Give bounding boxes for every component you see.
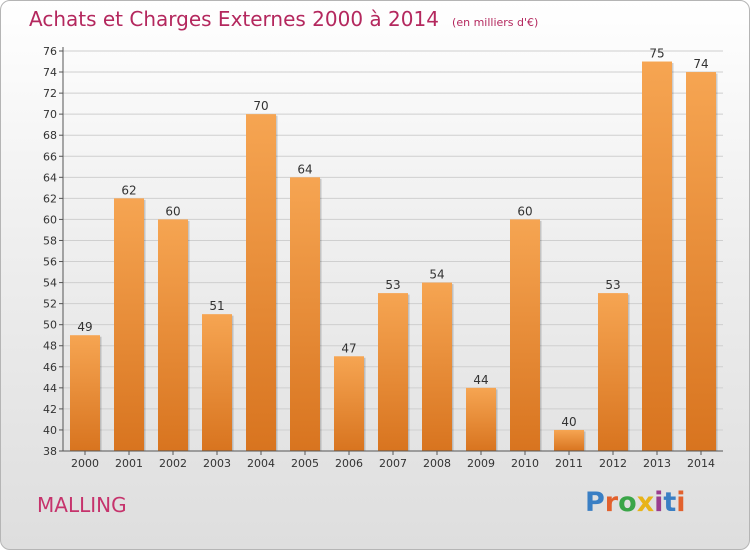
y-tick-label: 66 [43, 150, 57, 163]
x-tick-label: 2001 [115, 457, 143, 470]
y-tick-label: 74 [43, 66, 57, 79]
x-tick-label: 2007 [379, 457, 407, 470]
x-tick-label: 2008 [423, 457, 451, 470]
y-tick-label: 72 [43, 87, 57, 100]
bar[interactable] [290, 177, 320, 451]
y-tick-label: 68 [43, 129, 57, 142]
bars [70, 61, 718, 452]
y-tick-label: 64 [43, 171, 57, 184]
x-tick-label: 2013 [643, 457, 671, 470]
y-tick-label: 54 [43, 277, 57, 290]
bar[interactable] [202, 314, 232, 451]
y-tick-label: 76 [43, 45, 57, 58]
y-tick-label: 44 [43, 382, 57, 395]
bar[interactable] [158, 219, 188, 451]
unit-label: (en milliers d'€) [452, 16, 539, 29]
x-tick-label: 2004 [247, 457, 275, 470]
y-tick-label: 58 [43, 234, 57, 247]
data-label: 44 [473, 373, 488, 387]
data-label: 75 [649, 47, 664, 61]
data-label: 60 [165, 204, 180, 218]
bar[interactable] [114, 198, 144, 451]
bar[interactable] [422, 282, 452, 451]
data-label: 53 [605, 278, 620, 292]
data-labels: 49 62 60 51 70 64 47 53 54 44 60 40 53 75 74 [77, 47, 708, 429]
y-tick-label: 46 [43, 361, 57, 374]
logo-letter: P [585, 487, 605, 518]
y-tick-label: 70 [43, 108, 57, 121]
y-tick-label: 42 [43, 403, 57, 416]
axes: 38 40 42 44 46 48 50 52 54 56 58 60 62 64 66 68 70 72 74 76… [43, 45, 723, 470]
bar[interactable] [70, 335, 100, 451]
x-tick-label: 2010 [511, 457, 539, 470]
bar[interactable] [334, 356, 364, 451]
x-tick-label: 2006 [335, 457, 363, 470]
bar[interactable] [598, 293, 628, 451]
x-tick-label: 2002 [159, 457, 187, 470]
x-tick-label: 2012 [599, 457, 627, 470]
y-tick-label: 48 [43, 340, 57, 353]
data-label: 60 [517, 204, 532, 218]
place-name: MALLING [37, 493, 127, 517]
logo-letter: i [654, 487, 664, 518]
y-tick-label: 50 [43, 319, 57, 332]
y-tick-label: 38 [43, 445, 57, 458]
chart-title: Achats et Charges Externes 2000 à 2014 [29, 7, 439, 31]
bar[interactable] [378, 293, 408, 451]
data-label: 74 [693, 57, 708, 71]
bar[interactable] [466, 387, 496, 451]
logo-letter: r [604, 487, 619, 518]
x-tick-label: 2000 [71, 457, 99, 470]
data-label: 62 [121, 183, 136, 197]
logo-letter: i [676, 487, 686, 518]
data-label: 70 [253, 99, 268, 113]
y-tick-label: 52 [43, 298, 57, 311]
bar[interactable] [554, 429, 584, 451]
data-label: 40 [561, 415, 576, 429]
data-label: 53 [385, 278, 400, 292]
data-label: 49 [77, 320, 92, 334]
proxiti-logo[interactable]: Proxiti [585, 487, 686, 518]
data-label: 51 [209, 299, 224, 313]
x-tick-label: 2003 [203, 457, 231, 470]
y-tick-label: 60 [43, 213, 57, 226]
logo-letter: o [618, 487, 637, 518]
x-tick-label: 2011 [555, 457, 583, 470]
data-label: 64 [297, 162, 312, 176]
bar[interactable] [642, 61, 672, 452]
logo-letter: t [663, 487, 677, 518]
y-tick-label: 40 [43, 424, 57, 437]
y-tick-label: 56 [43, 256, 57, 269]
x-tick-label: 2005 [291, 457, 319, 470]
y-tick-label: 62 [43, 192, 57, 205]
data-label: 54 [429, 268, 444, 282]
x-tick-label: 2014 [687, 457, 715, 470]
bar[interactable] [686, 72, 716, 451]
bar[interactable] [246, 114, 276, 451]
x-tick-label: 2009 [467, 457, 495, 470]
data-label: 47 [341, 341, 356, 355]
logo-letter: x [636, 487, 655, 518]
chart-title-block: Achats et Charges Externes 2000 à 2014 (… [29, 7, 538, 31]
bar[interactable] [510, 219, 540, 451]
